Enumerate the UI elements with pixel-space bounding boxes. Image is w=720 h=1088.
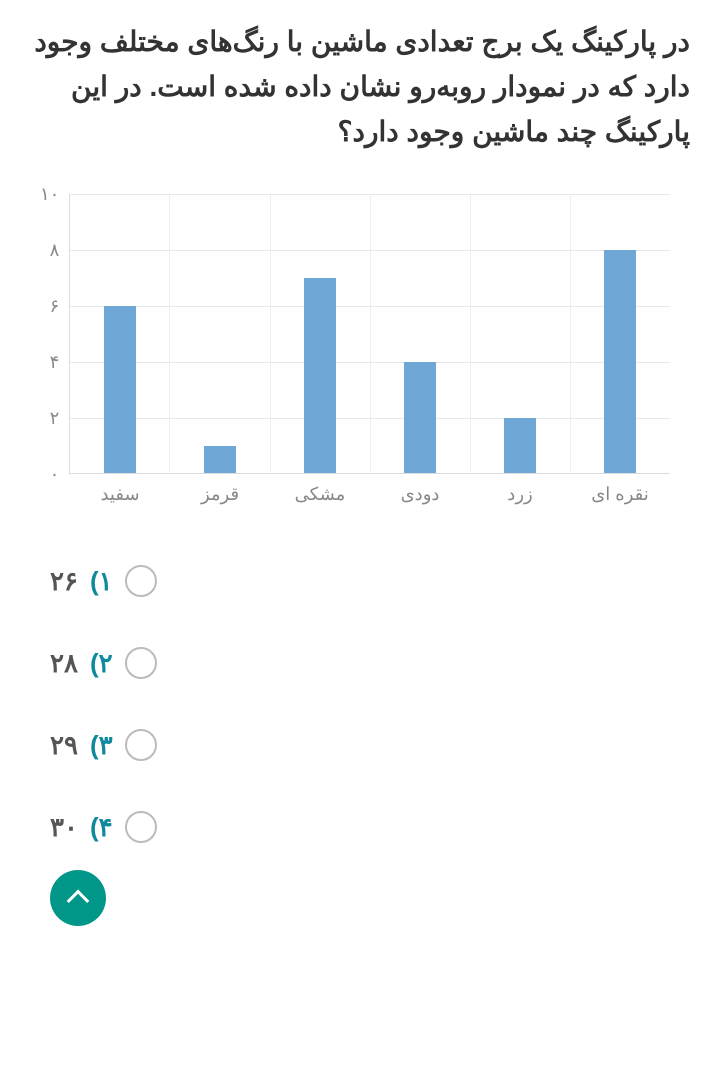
x-label: سفید (70, 474, 170, 505)
radio-icon (125, 647, 157, 679)
option-number: ۴) (90, 812, 113, 843)
x-label: مشکی (270, 474, 370, 505)
bars-container (70, 194, 670, 473)
x-label: قرمز (170, 474, 270, 505)
bar-column (70, 194, 170, 473)
y-axis: ۱۰ ۸ ۶ ۴ ۲ ۰ (40, 194, 69, 474)
x-axis: سفیدقرمزمشکیدودیزردنقره ای (70, 474, 670, 505)
x-label: نقره ای (570, 474, 670, 505)
answer-options: ۱) ۲۶ ۲) ۲۸ ۳) ۲۹ ۴) ۳۰ (30, 565, 690, 843)
option-1[interactable]: ۱) ۲۶ (50, 565, 157, 597)
option-text: ۲۸ (50, 648, 78, 679)
bar (604, 250, 636, 473)
option-4[interactable]: ۴) ۳۰ (50, 811, 157, 843)
radio-icon (125, 565, 157, 597)
option-3[interactable]: ۳) ۲۹ (50, 729, 157, 761)
radio-icon (125, 729, 157, 761)
option-text: ۲۹ (50, 730, 78, 761)
option-number: ۲) (90, 648, 113, 679)
bar (504, 418, 536, 474)
question-text: در پارکینگ یک برج تعدادی ماشین با رنگ‌ها… (30, 20, 690, 154)
radio-icon (125, 811, 157, 843)
bar-column (271, 194, 371, 473)
bar-column (170, 194, 270, 473)
x-label: زرد (470, 474, 570, 505)
bar-column (471, 194, 571, 473)
x-label: دودی (370, 474, 470, 505)
bar (204, 446, 236, 474)
option-number: ۱) (90, 566, 113, 597)
bar (404, 362, 436, 474)
plot-area (69, 194, 670, 474)
scroll-top-button[interactable] (50, 870, 106, 926)
option-2[interactable]: ۲) ۲۸ (50, 647, 157, 679)
option-text: ۳۰ (50, 812, 78, 843)
option-text: ۲۶ (50, 566, 78, 597)
bar-column (571, 194, 670, 473)
bar-chart: ۱۰ ۸ ۶ ۴ ۲ ۰ سفیدقرمزمشکیدودیز (30, 184, 690, 525)
bar-column (371, 194, 471, 473)
option-number: ۳) (90, 730, 113, 761)
bar (104, 306, 136, 473)
chevron-up-icon (67, 890, 90, 913)
bar (304, 278, 336, 473)
